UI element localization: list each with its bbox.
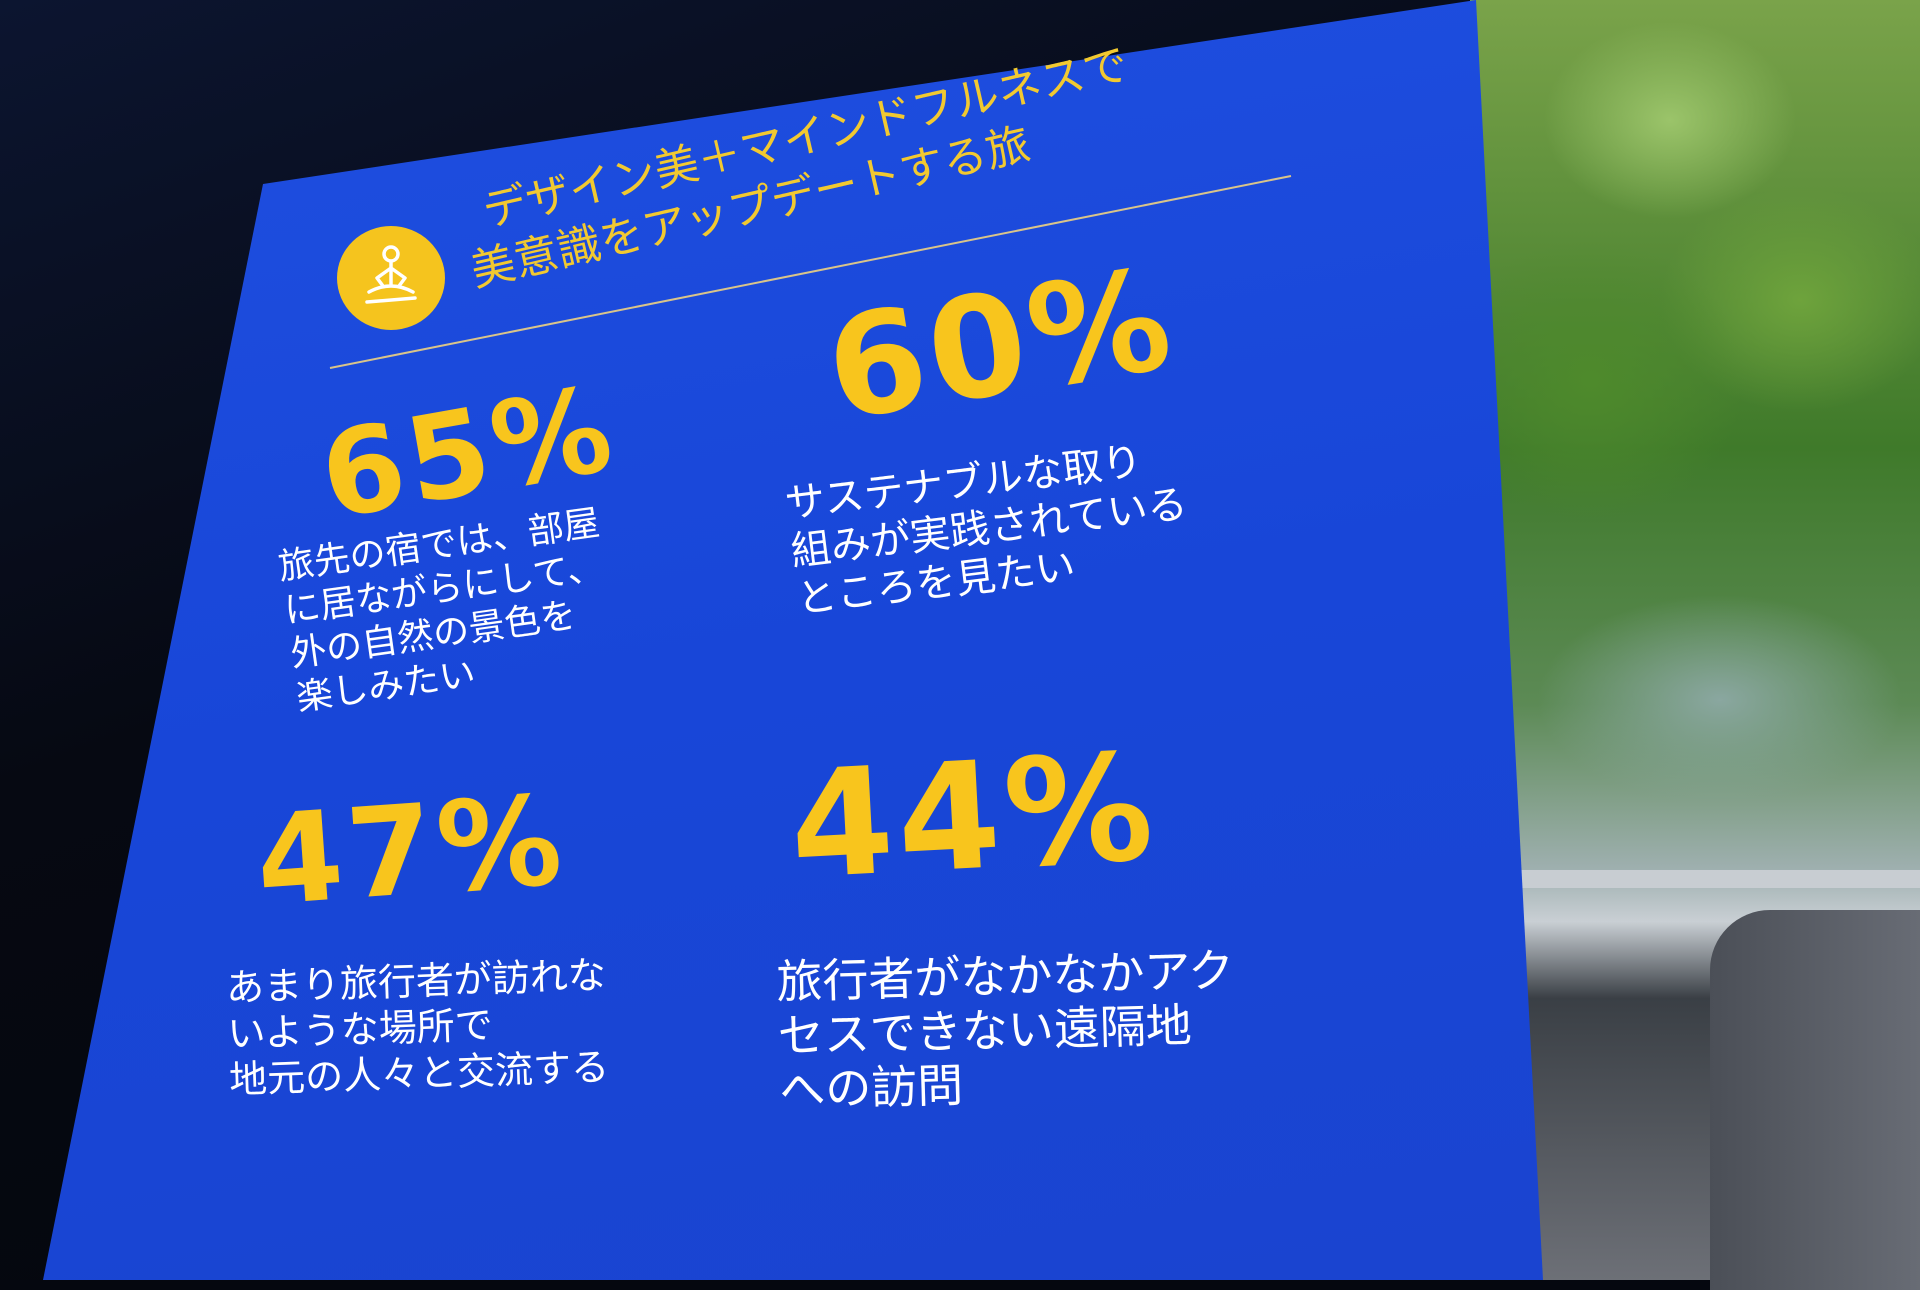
stat-47-text: あまり旅行者が訪れな いような場所で 地元の人々と交流する: [225, 952, 610, 1103]
railing: [1520, 870, 1920, 888]
meditation-icon: [337, 226, 445, 330]
cushion: [1710, 910, 1920, 1290]
stat-47-value: 47%: [251, 768, 571, 934]
stat-44-text: 旅行者がなかなかアク セスできない遠隔地 への訪問: [775, 943, 1235, 1117]
stat-44-value: 44%: [785, 721, 1161, 912]
